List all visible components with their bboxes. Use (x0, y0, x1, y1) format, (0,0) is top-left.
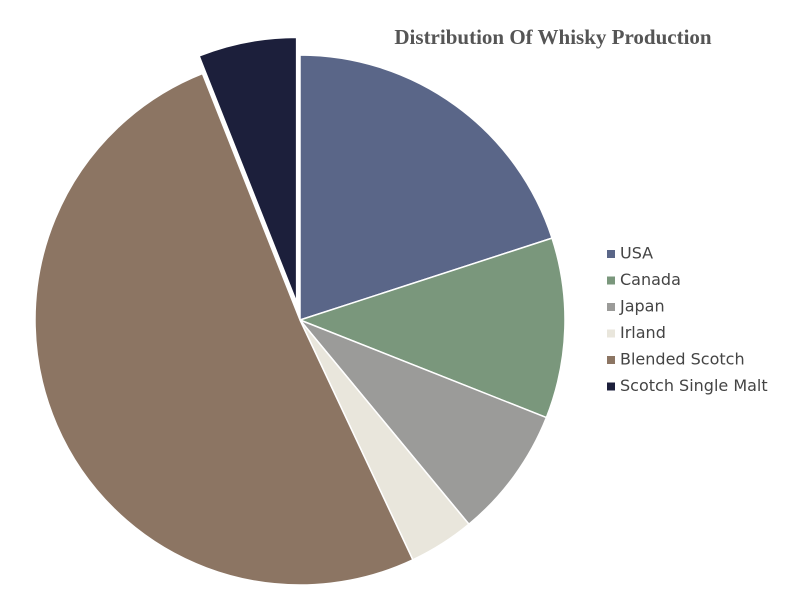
legend-label: Blended Scotch (620, 350, 745, 369)
legend-swatch (607, 382, 615, 391)
legend-swatch (607, 329, 615, 338)
pie-slice (297, 237, 566, 419)
pie-slice (34, 72, 414, 586)
legend-swatch (607, 356, 615, 364)
legend-label: Canada (620, 270, 681, 289)
pie-slice (299, 319, 548, 526)
legend-swatch (607, 303, 615, 311)
legend-label: Scotch Single Malt (620, 376, 768, 395)
pie-slice (299, 54, 553, 322)
legend-label: USA (620, 244, 653, 263)
pie-slice (198, 36, 298, 303)
legend-label: Japan (619, 297, 665, 316)
legend-swatch (607, 276, 615, 285)
legend-swatch (607, 250, 615, 258)
legend-label: Irland (620, 323, 666, 342)
chart-title: Distribution Of Whisky Production (394, 25, 712, 49)
